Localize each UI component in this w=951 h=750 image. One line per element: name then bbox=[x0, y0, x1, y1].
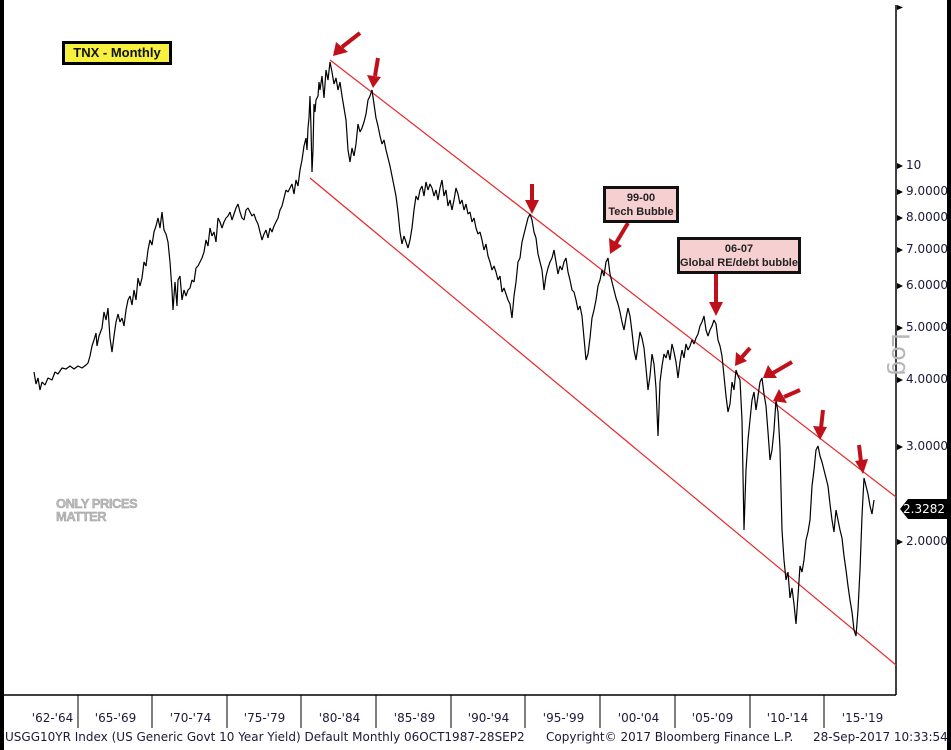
x-tick-05-09: '05-'09 bbox=[691, 711, 734, 725]
y-tick-5: 5.0000 bbox=[906, 320, 948, 334]
chart-title-box: TNX - Monthly bbox=[62, 41, 172, 65]
arrow-re-bubble-icon bbox=[709, 274, 723, 316]
arrow-2009-icon bbox=[773, 388, 801, 403]
y-axis-tick-markers bbox=[897, 163, 903, 545]
arrow-tech-bubble-icon bbox=[609, 221, 630, 254]
watermark-line-2: MATTER bbox=[56, 509, 107, 524]
tech-bubble-annotation: 99-00 Tech Bubble bbox=[603, 186, 679, 223]
axis-top-marker-icon bbox=[897, 5, 903, 10]
y-tick-2: 2.0000 bbox=[906, 534, 948, 548]
arrow-2008-icon bbox=[763, 360, 794, 378]
y-tick-7: 7.0000 bbox=[906, 242, 948, 256]
watermark-line-1: ONLY PRICES bbox=[56, 496, 138, 511]
re-bubble-years: 06-07 bbox=[724, 243, 754, 255]
y-tick-3: 3.0000 bbox=[906, 439, 948, 453]
chart-frame bbox=[4, 0, 947, 750]
y-tick-9: 9.0000 bbox=[906, 184, 948, 198]
upper-channel-line bbox=[329, 59, 897, 498]
x-tick-65-69: '65-'69 bbox=[94, 711, 137, 725]
y-tick-6: 6.0000 bbox=[906, 278, 948, 292]
x-tick-75-79: '75-'79 bbox=[243, 711, 286, 725]
arrow-2016-icon bbox=[855, 444, 868, 474]
y-tick-10: 10 bbox=[906, 158, 922, 172]
x-tick-10-14: '10-'14 bbox=[766, 711, 809, 725]
x-tick-62-64: '62-'64 bbox=[31, 711, 74, 725]
arrow-1994-peak-icon bbox=[525, 184, 539, 214]
x-tick-95-99: '95-'99 bbox=[542, 711, 585, 725]
last-price-tag: 2.3282 bbox=[900, 499, 947, 519]
x-tick-00-04: '00-'04 bbox=[617, 711, 660, 725]
yield-series-line bbox=[33, 61, 875, 637]
x-tick-85-89: '85-'89 bbox=[393, 711, 436, 725]
arrow-1984-peak-icon bbox=[367, 57, 381, 88]
lower-channel-line bbox=[309, 177, 897, 666]
x-tick-80-84: '80-'84 bbox=[318, 711, 361, 725]
arrow-2013-icon bbox=[813, 409, 827, 440]
footer-timestamp: 28-Sep-2017 10:33:54 bbox=[813, 730, 948, 744]
tech-bubble-years: 99-00 bbox=[626, 192, 656, 204]
re-bubble-label: Global RE/debt bubble bbox=[680, 257, 798, 269]
x-tick-70-74: '70-'74 bbox=[169, 711, 212, 725]
arrow-1981-peak-icon bbox=[333, 31, 362, 56]
x-tick-15-19: '15-'19 bbox=[841, 711, 884, 725]
arrow-2007-icon bbox=[735, 346, 752, 366]
log-scale-label: Log bbox=[886, 333, 914, 376]
re-bubble-annotation: 06-07 Global RE/debt bubble bbox=[677, 237, 801, 274]
watermark: ONLY PRICES MATTER bbox=[56, 496, 138, 524]
tech-bubble-label: Tech Bubble bbox=[608, 206, 674, 218]
highlight-arrows bbox=[333, 31, 868, 474]
footer-copyright: Copyright© 2017 Bloomberg Finance L.P. bbox=[546, 730, 794, 744]
x-tick-90-94: '90-'94 bbox=[467, 711, 510, 725]
y-tick-8: 8.0000 bbox=[906, 210, 948, 224]
y-tick-4: 4.0000 bbox=[906, 372, 948, 386]
footer-security-info: USGG10YR Index (US Generic Govt 10 Year … bbox=[5, 730, 525, 744]
x-axis-dividers bbox=[77, 695, 825, 728]
